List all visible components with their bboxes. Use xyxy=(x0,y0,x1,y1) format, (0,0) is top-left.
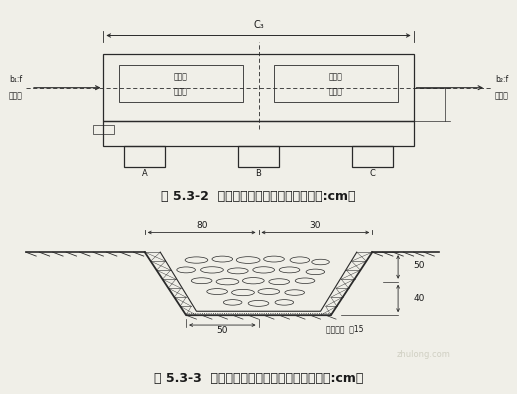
Text: C₃: C₃ xyxy=(253,20,264,30)
Text: 40: 40 xyxy=(413,294,424,303)
Text: 图 5.3-3  干砌石排水沟典型设计断面图（单位:cm）: 图 5.3-3 干砌石排水沟典型设计断面图（单位:cm） xyxy=(154,372,363,385)
Text: 80: 80 xyxy=(196,221,207,230)
Bar xyxy=(124,146,165,167)
Text: 50: 50 xyxy=(217,327,228,335)
Text: C: C xyxy=(369,169,375,178)
Text: 30: 30 xyxy=(310,221,321,230)
Bar xyxy=(274,65,398,102)
Text: 图 5.3-2  干砌石沉砂池平面设计图（单位:cm）: 图 5.3-2 干砌石沉砂池平面设计图（单位:cm） xyxy=(161,190,356,203)
Text: 沉砂室: 沉砂室 xyxy=(174,73,188,82)
Text: 50: 50 xyxy=(413,262,424,270)
Bar xyxy=(103,54,414,121)
Text: B: B xyxy=(255,169,262,178)
Text: 格栅室: 格栅室 xyxy=(329,73,343,82)
Text: 沉积物: 沉积物 xyxy=(174,87,188,97)
Bar xyxy=(93,125,114,134)
Text: b₂:f: b₂:f xyxy=(495,75,508,84)
Text: 进水口: 进水口 xyxy=(9,91,22,100)
Text: 砂砾垫层  厚15: 砂砾垫层 厚15 xyxy=(326,325,363,333)
Text: 过滤物: 过滤物 xyxy=(329,87,343,97)
Text: zhulong.com: zhulong.com xyxy=(397,350,451,359)
Text: b₁:f: b₁:f xyxy=(9,75,22,84)
Bar xyxy=(119,65,243,102)
Bar xyxy=(103,121,414,146)
Text: 出水口: 出水口 xyxy=(495,91,508,100)
Text: A: A xyxy=(142,169,148,178)
Bar xyxy=(238,146,279,167)
Bar xyxy=(352,146,393,167)
